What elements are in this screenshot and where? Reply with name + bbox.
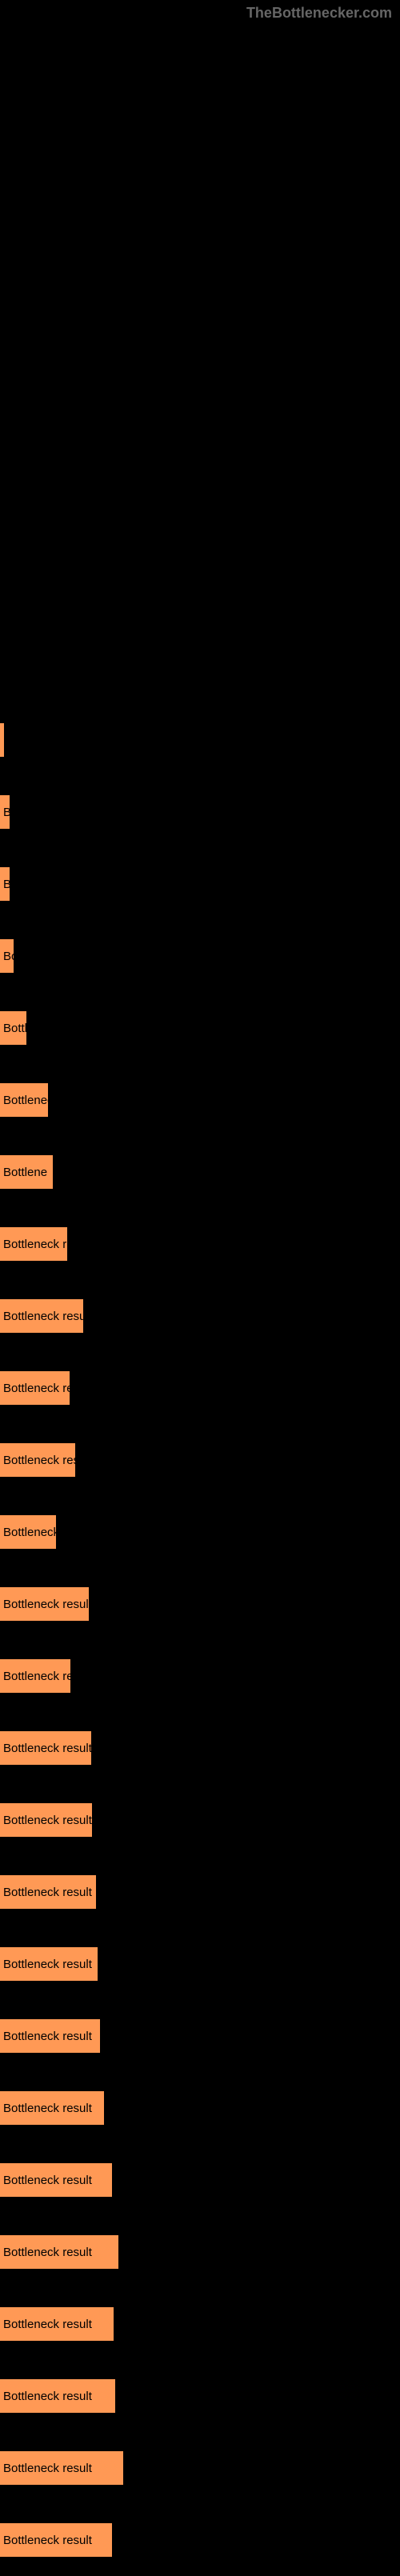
bar-row: Bottleneck result [0, 1280, 400, 1352]
bar: Bottleneck [0, 1515, 56, 1549]
bar: Bottleneck re [0, 1227, 67, 1261]
bar-row: B [0, 848, 400, 920]
watermark-text: TheBottlenecker.com [246, 5, 392, 22]
bar: Bo [0, 939, 14, 973]
bar: Bottleneck result [0, 1803, 92, 1837]
bar-row: Bottlen [0, 992, 400, 1064]
bar: Bottleneck result [0, 1299, 83, 1333]
bar-row: Bo [0, 920, 400, 992]
bar: Bottleneck result [0, 1947, 98, 1981]
bar: Bottleneck re [0, 1659, 70, 1693]
bar: Bottleneck result [0, 2451, 123, 2485]
bar-row: Bottlene [0, 1136, 400, 1208]
bar: Bottleneck result [0, 1875, 96, 1909]
bar-row: Bottleneck result [0, 2432, 400, 2504]
bar-row: Bottleneck result [0, 2144, 400, 2216]
bar: Bottlene [0, 1155, 53, 1189]
bar: Bottleneck r [0, 1083, 48, 1117]
bar: Bottleneck result [0, 2523, 112, 2557]
bar: Bottleneck result [0, 2379, 115, 2413]
bar: Bottlen [0, 1011, 26, 1045]
bar-row: Bottleneck result [0, 2360, 400, 2432]
bar-row: Bottleneck result [0, 1928, 400, 2000]
bar: B [0, 795, 10, 829]
bar-row: Bottleneck result [0, 2504, 400, 2576]
bar-row [0, 704, 400, 776]
bar [0, 723, 4, 757]
bar-row: Bottleneck [0, 1496, 400, 1568]
bar: Bottleneck re [0, 1371, 70, 1405]
bar: Bottleneck result [0, 2235, 118, 2269]
bar: Bottleneck result [0, 2091, 104, 2125]
bar-row: Bottleneck res [0, 1424, 400, 1496]
bar-row: Bottleneck re [0, 1640, 400, 1712]
bar: Bottleneck result [0, 2307, 114, 2341]
bar-row: Bottleneck result [0, 1856, 400, 1928]
bar: Bottleneck result [0, 1587, 89, 1621]
bar-row: Bottleneck re [0, 1208, 400, 1280]
bar-row: Bottleneck result [0, 2000, 400, 2072]
bar: Bottleneck result [0, 1731, 91, 1765]
bar: B [0, 867, 10, 901]
bar-row: Bottleneck result [0, 2288, 400, 2360]
bar-row: Bottleneck result [0, 1568, 400, 1640]
bar-row: Bottleneck result [0, 2072, 400, 2144]
bar-row: Bottleneck result [0, 1712, 400, 1784]
bar: Bottleneck result [0, 2163, 112, 2197]
bar-row: Bottleneck re [0, 1352, 400, 1424]
bar-row: Bottleneck result [0, 1784, 400, 1856]
bar-row: Bottleneck r [0, 1064, 400, 1136]
bar-row: Bottleneck result [0, 2216, 400, 2288]
bar-row: B [0, 776, 400, 848]
bar-chart: B B Bo Bottlen Bottleneck r Bottlene Bottlenec… [0, 704, 400, 2576]
bar: Bottleneck result [0, 2019, 100, 2053]
bar: Bottleneck res [0, 1443, 75, 1477]
